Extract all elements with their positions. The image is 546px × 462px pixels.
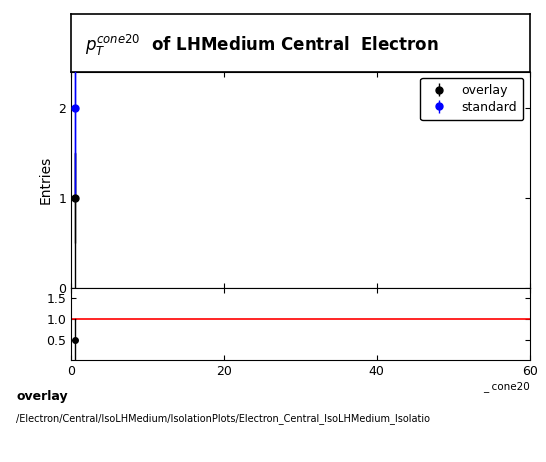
Text: /Electron/Central/IsoLHMedium/IsolationPlots/Electron_Central_IsoLHMedium_Isolat: /Electron/Central/IsoLHMedium/IsolationP…: [16, 413, 430, 425]
Y-axis label: Entries: Entries: [39, 156, 52, 204]
Text: overlay: overlay: [16, 390, 68, 403]
Text: _ cone20: _ cone20: [483, 381, 530, 392]
Legend: overlay, standard: overlay, standard: [420, 78, 524, 120]
Text: $p_T^{cone20}$  of LHMedium Central  Electron: $p_T^{cone20}$ of LHMedium Central Elect…: [85, 33, 438, 58]
